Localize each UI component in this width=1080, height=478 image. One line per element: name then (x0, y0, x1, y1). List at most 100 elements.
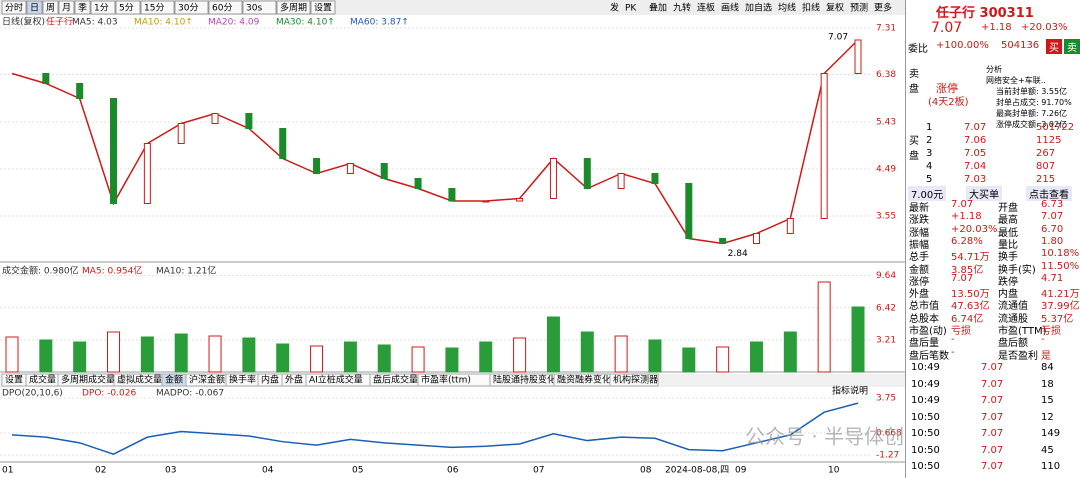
indicator-tab[interactable]: 虚拟成交量 (117, 374, 162, 386)
toolbar-tab[interactable]: 多周期 (280, 2, 307, 14)
toolbar-tab[interactable]: 日 (30, 3, 39, 14)
buy-button[interactable]: 买 (1046, 39, 1062, 54)
indicator-tab[interactable]: 成交量 (29, 374, 56, 386)
volume-bar (5, 336, 19, 373)
limit-days: (4天2板) (928, 97, 969, 108)
indicator-tab[interactable]: 换手率 (229, 374, 256, 386)
indicator-tab[interactable]: 融资融券变化 (557, 374, 611, 386)
bid-cell: 1 (926, 122, 933, 133)
toolbar-button[interactable]: 预测 (850, 3, 868, 14)
toolbar-tab[interactable]: 周 (46, 3, 55, 14)
legend-text: MA30: 4.10↑ (276, 18, 335, 28)
stat-cell: 市盈(动) (909, 326, 947, 337)
toolbar-button[interactable]: 九转 (673, 2, 691, 14)
tick-cell: 10:49 (911, 378, 940, 390)
stat-cell: 6.74亿 (951, 313, 984, 325)
indicator-tab[interactable]: 沪深金额 (189, 374, 225, 386)
x-tick-label: 05 (352, 466, 363, 476)
indicator-tab[interactable]: 设置 (5, 375, 23, 386)
stat-cell: 盘后额 (998, 338, 1028, 350)
stat-cell: 6.73 (1041, 199, 1064, 210)
stat-cell: 振幅 (909, 239, 929, 251)
toolbar-button[interactable]: 发 (610, 2, 619, 14)
volume-bar (682, 347, 696, 373)
tick-cell: 10:49 (911, 395, 940, 406)
volume-bar (783, 331, 797, 373)
indicator-tab[interactable]: 多周期成交量 (61, 374, 115, 386)
x-tick-label: 09 (735, 466, 747, 476)
toolbar-button[interactable]: 均线 (778, 2, 796, 14)
stat-cell: 3.85亿 (951, 264, 984, 276)
tick-cell: 10:50 (911, 428, 940, 439)
toolbar-tab[interactable]: 1分 (94, 3, 109, 14)
tab-box (74, 0, 91, 15)
indicator-tab[interactable]: 市盈率(ttm) (421, 374, 471, 386)
volume-bar (174, 333, 188, 373)
toolbar-tab[interactable]: 月 (62, 3, 71, 14)
toolbar-button[interactable]: 画线 (721, 2, 739, 14)
quote-tab[interactable]: 大买单 (966, 186, 1002, 201)
stat-cell: 47.63亿 (951, 301, 990, 313)
x-tick-label: 10 (828, 466, 840, 476)
toolbar-button[interactable]: 扣线 (802, 2, 820, 14)
toolbar-button[interactable]: 复权 (826, 2, 844, 14)
stat-cell: 流通股 (998, 313, 1028, 325)
toolbar-button[interactable]: 更多 (874, 2, 892, 14)
tab-box (42, 0, 59, 15)
tick-cell: 110 (1041, 461, 1061, 472)
quote-tab[interactable]: 点击查看 (1026, 186, 1072, 201)
bid-cell: 5 (926, 174, 933, 185)
tick-cell: 84 (1041, 362, 1054, 373)
stat-cell: 内盘 (998, 289, 1018, 301)
toolbar-tab[interactable]: 15分 (144, 3, 164, 14)
quote-tab[interactable]: 7.00元 (908, 186, 947, 201)
candle (143, 143, 151, 204)
price-line (11, 402, 859, 455)
tab-box (140, 0, 175, 15)
indicator-tab[interactable]: 外盘 (285, 374, 303, 386)
legend-text: MA10: 4.10↑ (134, 18, 193, 28)
stat-cell: 金额 (909, 264, 929, 276)
volume-bar (140, 336, 154, 373)
candle (313, 158, 321, 174)
toolbar-tab[interactable]: 分时 (5, 2, 23, 14)
x-tick-label: 2024-08-08,四 (665, 466, 729, 476)
legend-text: MA60: 3.87↑ (350, 18, 409, 28)
indicator-tab[interactable]: 盘后成交量 (373, 374, 418, 386)
price: 7.07 (931, 20, 963, 36)
toolbar-tab[interactable]: 5分 (119, 3, 134, 14)
indicator-help[interactable]: 指标说明 (832, 385, 868, 397)
sell-button[interactable]: 卖 (1064, 39, 1080, 54)
tab-box (1, 0, 27, 15)
toolbar-button[interactable]: 加自选 (745, 2, 772, 14)
indicator-tab[interactable]: 陆股通持股变化 (493, 374, 556, 386)
toolbar-button[interactable]: 连板 (697, 2, 715, 14)
price-line (11, 39, 859, 245)
indicator-tab[interactable]: 内盘 (261, 374, 279, 386)
stat-cell: 市盈(TTM) (998, 326, 1047, 337)
volume-bar (513, 337, 527, 373)
indicator-tab[interactable]: AI立桩成交量 (309, 374, 363, 386)
candle (380, 163, 388, 179)
indicator-tab[interactable]: 金额 (165, 374, 183, 386)
stat-cell: 最新 (909, 203, 929, 214)
toolbar-tab[interactable]: 30s (246, 4, 262, 14)
toolbar-tab[interactable]: 30分 (178, 3, 198, 14)
stat-cell: 6.70 (1041, 223, 1064, 235)
toolbar-tab[interactable]: 季 (78, 2, 87, 14)
ratio: +100.00% (936, 40, 989, 51)
x-tick-label: 01 (2, 466, 13, 476)
toolbar-button[interactable]: 叠加 (649, 3, 667, 14)
analysis-line: 网络安全+车联.. (986, 76, 1046, 85)
volume-bar (343, 341, 357, 373)
candle (549, 158, 557, 199)
tab-box (90, 0, 116, 15)
toolbar-tab[interactable]: 60分 (212, 3, 232, 14)
toolbar-tab[interactable]: 设置 (314, 3, 332, 14)
candle (42, 73, 50, 84)
volume-bar (817, 281, 831, 373)
indicator-tab[interactable]: 机构探测器 (613, 374, 658, 386)
stat-cell: - (951, 346, 955, 358)
toolbar-button[interactable]: PK (625, 4, 637, 14)
